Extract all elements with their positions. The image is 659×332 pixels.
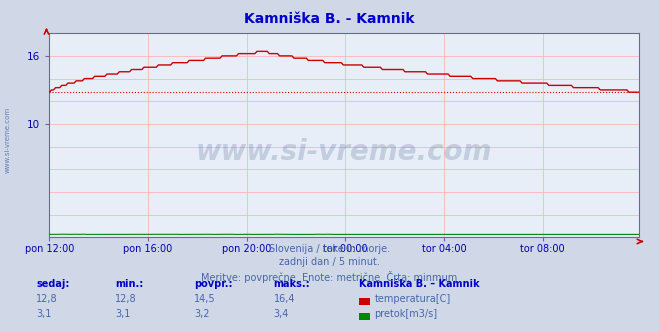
Text: min.:: min.:	[115, 279, 144, 289]
Text: 3,1: 3,1	[36, 309, 51, 319]
Text: www.si-vreme.com: www.si-vreme.com	[196, 138, 492, 166]
Text: temperatura[C]: temperatura[C]	[374, 294, 451, 304]
Text: 3,4: 3,4	[273, 309, 289, 319]
Text: 16,4: 16,4	[273, 294, 295, 304]
Text: 12,8: 12,8	[36, 294, 58, 304]
Text: 3,1: 3,1	[115, 309, 130, 319]
Text: maks.:: maks.:	[273, 279, 310, 289]
Text: Slovenija / reke in morje.: Slovenija / reke in morje.	[269, 244, 390, 254]
Text: pretok[m3/s]: pretok[m3/s]	[374, 309, 438, 319]
Text: 3,2: 3,2	[194, 309, 210, 319]
Text: zadnji dan / 5 minut.: zadnji dan / 5 minut.	[279, 257, 380, 267]
Text: 14,5: 14,5	[194, 294, 216, 304]
Text: sedaj:: sedaj:	[36, 279, 70, 289]
Text: povpr.:: povpr.:	[194, 279, 233, 289]
Text: www.si-vreme.com: www.si-vreme.com	[5, 106, 11, 173]
Text: Kamniška B. - Kamnik: Kamniška B. - Kamnik	[244, 12, 415, 26]
Text: Kamniška B. – Kamnik: Kamniška B. – Kamnik	[359, 279, 480, 289]
Text: Meritve: povprečne  Enote: metrične  Črta: minmum: Meritve: povprečne Enote: metrične Črta:…	[202, 271, 457, 283]
Text: 12,8: 12,8	[115, 294, 137, 304]
